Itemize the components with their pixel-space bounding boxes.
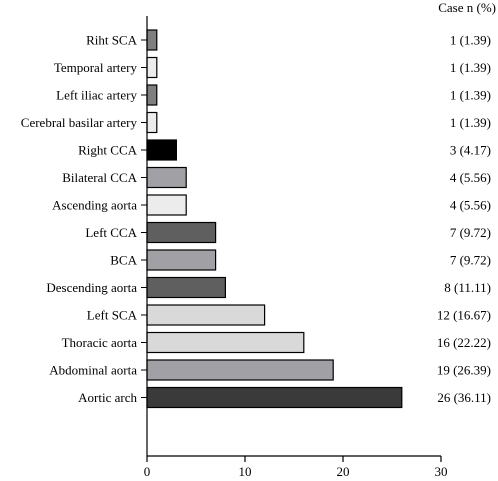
bar — [146, 84, 158, 106]
case-label: 26 (36.11) — [437, 390, 491, 405]
case-label: 7 (9.72) — [450, 225, 491, 240]
case-label: 1 (1.39) — [450, 60, 491, 75]
axes: 0 10 20 30 — [141, 16, 448, 479]
category-label: Left SCA — [87, 308, 138, 323]
x-tick-label: 30 — [435, 464, 448, 479]
case-label: 16 (22.22) — [437, 335, 491, 350]
bar — [146, 386, 403, 409]
category-labels: Riht SCA Temporal artery Left iliac artery… — [21, 33, 138, 406]
bar — [146, 221, 217, 244]
case-label: 3 (4.17) — [450, 143, 491, 158]
category-label: Descending aorta — [46, 280, 137, 295]
category-label: Abdominal aorta — [49, 363, 137, 378]
category-label: Right CCA — [78, 143, 137, 158]
bar — [146, 29, 158, 51]
x-tick-label: 10 — [239, 464, 252, 479]
category-label: Left iliac artery — [56, 88, 137, 103]
case-label: 12 (16.67) — [437, 308, 491, 323]
category-label: Bilateral CCA — [62, 170, 137, 185]
bar — [146, 304, 266, 326]
category-label: Aortic arch — [78, 390, 137, 405]
x-tick-label: 20 — [337, 464, 350, 479]
category-label: Ascending aorta — [52, 198, 137, 213]
case-labels: 1 (1.39) 1 (1.39) 1 (1.39) 1 (1.39) 3 (4.17)… — [437, 33, 491, 406]
bar — [146, 111, 158, 134]
category-label: BCA — [110, 253, 137, 268]
category-label: Temporal artery — [54, 60, 138, 75]
x-tick-label: 0 — [144, 464, 151, 479]
case-label: 1 (1.39) — [450, 88, 491, 103]
category-label: Cerebral basilar artery — [21, 115, 138, 130]
case-column-header: Case n (%) — [438, 0, 496, 15]
bar — [146, 276, 227, 299]
case-label: 8 (11.11) — [444, 280, 491, 295]
case-label: 19 (26.39) — [437, 363, 491, 378]
category-label: Riht SCA — [86, 33, 138, 48]
case-label: 7 (9.72) — [450, 253, 491, 268]
case-label: 1 (1.39) — [450, 33, 491, 48]
bar — [146, 249, 217, 271]
bar — [146, 139, 177, 161]
case-label: 4 (5.56) — [450, 198, 491, 213]
bar — [146, 194, 187, 216]
category-label: Left CCA — [85, 225, 137, 240]
bar — [146, 359, 334, 381]
category-label: Thoracic aorta — [62, 335, 138, 350]
bars-group — [146, 29, 403, 409]
case-label: 4 (5.56) — [450, 170, 491, 185]
bar — [146, 331, 305, 354]
case-label: 1 (1.39) — [450, 115, 491, 130]
bar — [146, 166, 187, 189]
bar — [146, 56, 158, 79]
